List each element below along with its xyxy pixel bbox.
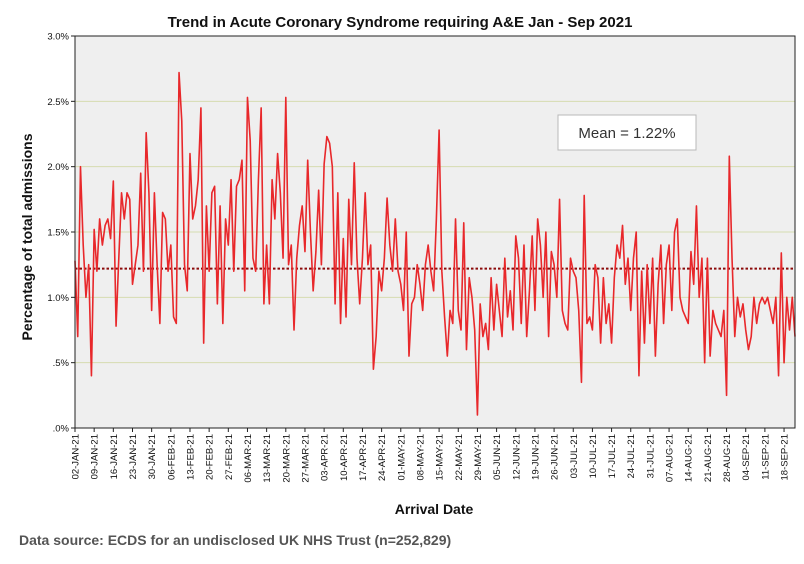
y-axis-label: Percentage of total admissions <box>19 133 35 340</box>
y-tick-label: 2.5% <box>47 97 69 108</box>
chart-title: Trend in Acute Coronary Syndrome requiri… <box>168 14 633 31</box>
x-tick-label: 19-JUN-21 <box>530 434 541 480</box>
x-tick-label: 27-FEB-21 <box>224 434 235 480</box>
x-tick-label: 02-JAN-21 <box>71 434 82 479</box>
x-tick-label: 13-MAR-21 <box>262 434 273 483</box>
x-tick-label: 15-MAY-21 <box>435 434 446 480</box>
x-tick-label: 10-APR-21 <box>339 434 350 481</box>
x-tick-label: 03-JUL-21 <box>569 434 580 478</box>
x-tick-label: 20-FEB-21 <box>205 434 216 480</box>
x-tick-label: 10-JUL-21 <box>588 434 599 478</box>
x-tick-label: 31-JUL-21 <box>645 434 656 478</box>
x-tick-label: 07-AUG-21 <box>665 434 676 482</box>
x-tick-label: 28-AUG-21 <box>722 434 733 482</box>
data-source-note: Data source: ECDS for an undisclosed UK … <box>19 532 451 548</box>
x-tick-label: 30-JAN-21 <box>147 434 158 479</box>
y-tick-label: 1.0% <box>47 293 69 304</box>
x-tick-label: 23-JAN-21 <box>128 434 139 479</box>
x-tick-label: 13-FEB-21 <box>185 434 196 480</box>
y-tick-label: 1.5% <box>47 228 69 239</box>
x-tick-label: 21-AUG-21 <box>703 434 714 482</box>
y-axis-ticks: .0% .5% 1.0% 1.5% 2.0% 2.5% 3.0% <box>47 32 75 435</box>
x-tick-label: 16-JAN-21 <box>109 434 120 479</box>
x-tick-label: 29-MAY-21 <box>473 434 484 480</box>
series-line <box>74 71 796 416</box>
y-tick-label: 2.0% <box>47 162 69 173</box>
x-tick-label: 03-APR-21 <box>320 434 331 481</box>
mean-label: Mean = 1.22% <box>578 125 675 142</box>
x-tick-label: 12-JUN-21 <box>511 434 522 480</box>
x-tick-label: 09-JAN-21 <box>90 434 101 479</box>
x-tick-label: 04-SEP-21 <box>741 434 752 480</box>
x-tick-label: 27-MAR-21 <box>300 434 311 483</box>
x-tick-label: 24-JUL-21 <box>626 434 637 478</box>
x-tick-label: 17-JUL-21 <box>607 434 618 478</box>
plot-frame <box>74 35 796 429</box>
x-tick-label: 11-SEP-21 <box>760 434 771 480</box>
x-tick-label: 05-JUN-21 <box>492 434 503 480</box>
x-tick-label: 24-APR-21 <box>377 434 388 481</box>
mean-annotation: Mean = 1.22% <box>557 114 697 151</box>
x-tick-label: 18-SEP-21 <box>780 434 791 480</box>
y-tick-label: 3.0% <box>47 32 69 43</box>
x-tick-label: 22-MAY-21 <box>454 434 465 480</box>
mean-box <box>557 114 697 151</box>
x-tick-label: 14-AUG-21 <box>684 434 695 482</box>
x-tick-label: 06-MAR-21 <box>243 434 254 483</box>
x-tick-label: 06-FEB-21 <box>166 434 177 480</box>
x-tick-label: 20-MAR-21 <box>281 434 292 483</box>
x-axis-ticks: 02-JAN-21 09-JAN-21 16-JAN-21 23-JAN-21 30-J… <box>71 428 791 483</box>
x-tick-label: 08-MAY-21 <box>415 434 426 480</box>
y-tick-label: .0% <box>53 424 70 435</box>
x-axis-label: Arrival Date <box>395 501 474 517</box>
y-tick-label: .5% <box>53 358 70 369</box>
x-tick-label: 01-MAY-21 <box>396 434 407 480</box>
x-tick-label: 17-APR-21 <box>358 434 369 481</box>
x-tick-label: 26-JUN-21 <box>550 434 561 480</box>
